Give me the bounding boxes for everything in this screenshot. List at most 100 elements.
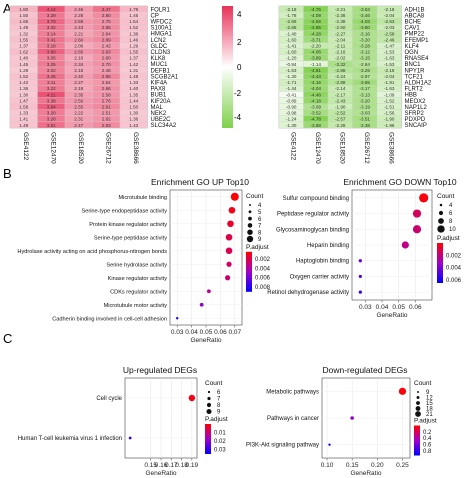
heatmap-cell-label: 2.83 [102, 123, 111, 128]
heatmap-cell-label: -2.28 [335, 123, 346, 128]
heatmap-cell-label: 1.30 [129, 111, 138, 116]
heatmap-cell-label: 2.60 [102, 56, 111, 61]
x-tick-label: 0.05 [392, 304, 405, 311]
data-point [230, 192, 239, 201]
size-legend-dot [206, 408, 212, 415]
colorbar-tick: 4 [237, 10, 242, 19]
heatmap-cell-label: 1.52 [129, 25, 138, 30]
heatmap-cell-label: 3.28 [47, 117, 56, 122]
heatmap-cell-label: 1.44 [129, 98, 138, 103]
heatmap-cell-label: -2.88 [335, 68, 346, 73]
heatmap-cell-label: -1.56 [384, 111, 395, 116]
heatmap-cell-label: 2.91 [102, 105, 111, 110]
heatmap-cell-label: -0.84 [286, 62, 297, 67]
term-label: Kinase regulator activity [108, 276, 168, 282]
heatmap-row-label: KLK8 [151, 56, 166, 62]
heatmap-cell-label: 1.37 [19, 44, 28, 49]
heatmap-cell-label: -2.21 [335, 7, 346, 12]
heatmap-cell-label: -2.16 [335, 50, 346, 55]
heatmap-cell-label: -4.75 [311, 7, 322, 12]
heatmap-cell-label: -1.53 [384, 50, 395, 55]
term-label: Microtubule motor activity [104, 303, 168, 309]
heatmap-cell-label: -3.19 [360, 105, 371, 110]
term-label: Human T-cell leukemia virus 1 infection [18, 436, 122, 442]
heatmap-cell-label: -3.51 [360, 117, 371, 122]
heatmap-cell-label: -3.46 [360, 13, 371, 18]
size-legend-dot [207, 390, 211, 394]
heatmap-cell-label: -2.66 [286, 19, 297, 24]
x-tick-label: 0.06 [409, 304, 422, 311]
heatmap-cell-label: 2.42 [102, 44, 111, 49]
heatmap-cell-label: 2.76 [102, 98, 111, 103]
heatmap-cell-label: 2.80 [102, 13, 111, 18]
heatmap-column-label: GSE4122 [289, 132, 296, 161]
heatmap-cell-label: -4.09 [311, 13, 322, 18]
size-legend-title: Count [437, 193, 455, 200]
heatmap-row-label: KLF4 [405, 44, 420, 50]
color-legend-title: P.adjust [437, 235, 460, 242]
heatmap-row-label: DEFB1 [151, 68, 171, 74]
x-tick-label: 0.25 [396, 462, 409, 469]
size-legend-label: 12 [426, 396, 433, 402]
heatmap-cell-label: 2.46 [74, 7, 83, 12]
size-legend-dot [248, 216, 252, 221]
heatmap-cell-label: 2.06 [74, 44, 83, 49]
data-point [358, 259, 362, 263]
heatmap-cell-label: -3.03 [360, 111, 371, 116]
heatmap-cell-label: 1.55 [129, 50, 138, 55]
heatmap-cell-label: -4.48 [311, 92, 322, 97]
heatmap-cell-label: 2.40 [74, 74, 83, 79]
colorbar-tick: -4 [234, 113, 242, 122]
heatmap-cell-label: 3.41 [47, 37, 56, 42]
size-legend-label: 8 [217, 403, 221, 409]
color-legend-label: 0.002 [446, 253, 462, 259]
data-point [228, 206, 236, 214]
heatmap-cell-label: 2.35 [74, 92, 83, 97]
heatmap-cell-label: -2.84 [360, 62, 371, 67]
color-legend-label: 0.03 [214, 448, 226, 454]
term-label: CDKs regulator activity [110, 289, 167, 295]
heatmap-cell-label: 3.51 [47, 123, 56, 128]
heatmap-cell-label: -3.52 [311, 111, 322, 116]
heatmap-row-label: SFRP2 [405, 111, 425, 117]
heatmap-cell-label: 1.29 [129, 44, 138, 49]
heatmap-cell-label: -2.50 [335, 25, 346, 30]
size-legend-label: 7 [258, 224, 262, 230]
heatmap-cell-label: 2.51 [102, 111, 111, 116]
heatmap-cell-label: -2.24 [335, 74, 346, 79]
heatmap-cell-label: -1.90 [384, 117, 395, 122]
colorbar-tick: -2 [234, 89, 242, 98]
term-label: Protein kinase regulator activity [89, 222, 167, 228]
heatmap-cell-label: 2.85 [102, 25, 111, 30]
heatmap-cell-label: -2.27 [335, 31, 346, 36]
heatmap-cell-label: 1.45 [129, 13, 138, 18]
heatmap-cell-label: 1.42 [129, 62, 138, 67]
heatmap-row-label: TCF21 [405, 74, 424, 80]
term-label: Microtubule binding [118, 195, 167, 201]
heatmap-column-label: GSE26712 [363, 132, 370, 164]
heatmap-cell-label: -2.63 [384, 19, 395, 24]
heatmap-cell-label: 2.62 [102, 117, 111, 122]
size-legend-label: 8 [449, 219, 453, 225]
heatmap-colorbar-gradient [222, 6, 233, 128]
heatmap-cell-label: 1.37 [129, 56, 138, 61]
heatmap-row-label: SLC34A2 [151, 123, 177, 129]
heatmap-cell-label: 1.49 [19, 123, 28, 128]
heatmap-cell-label: -2.18 [384, 68, 395, 73]
heatmap-row-label: BCHE [405, 20, 422, 26]
heatmap-cell-label: -3.25 [360, 68, 371, 73]
size-legend-label: 9 [258, 237, 262, 243]
heatmap-cell-label: 3.38 [47, 98, 56, 103]
color-legend-label: 0.006 [255, 276, 271, 282]
data-point [188, 394, 196, 402]
term-label: Retinol dehydrogenase activity [267, 290, 349, 296]
heatmap-row-label: RNASE4 [405, 56, 430, 62]
heatmap-cell-label: 4.21 [47, 92, 56, 97]
heatmap-cell-label: 2.31 [74, 117, 83, 122]
size-legend-dot [207, 396, 211, 401]
heatmap-cell-label: 2.70 [102, 62, 111, 67]
heatmap-cell-label: -0.98 [286, 111, 297, 116]
heatmap-cell-label: -2.04 [384, 13, 395, 18]
size-legend-label: 7 [217, 397, 221, 403]
color-legend-label: 0.008 [255, 285, 271, 291]
